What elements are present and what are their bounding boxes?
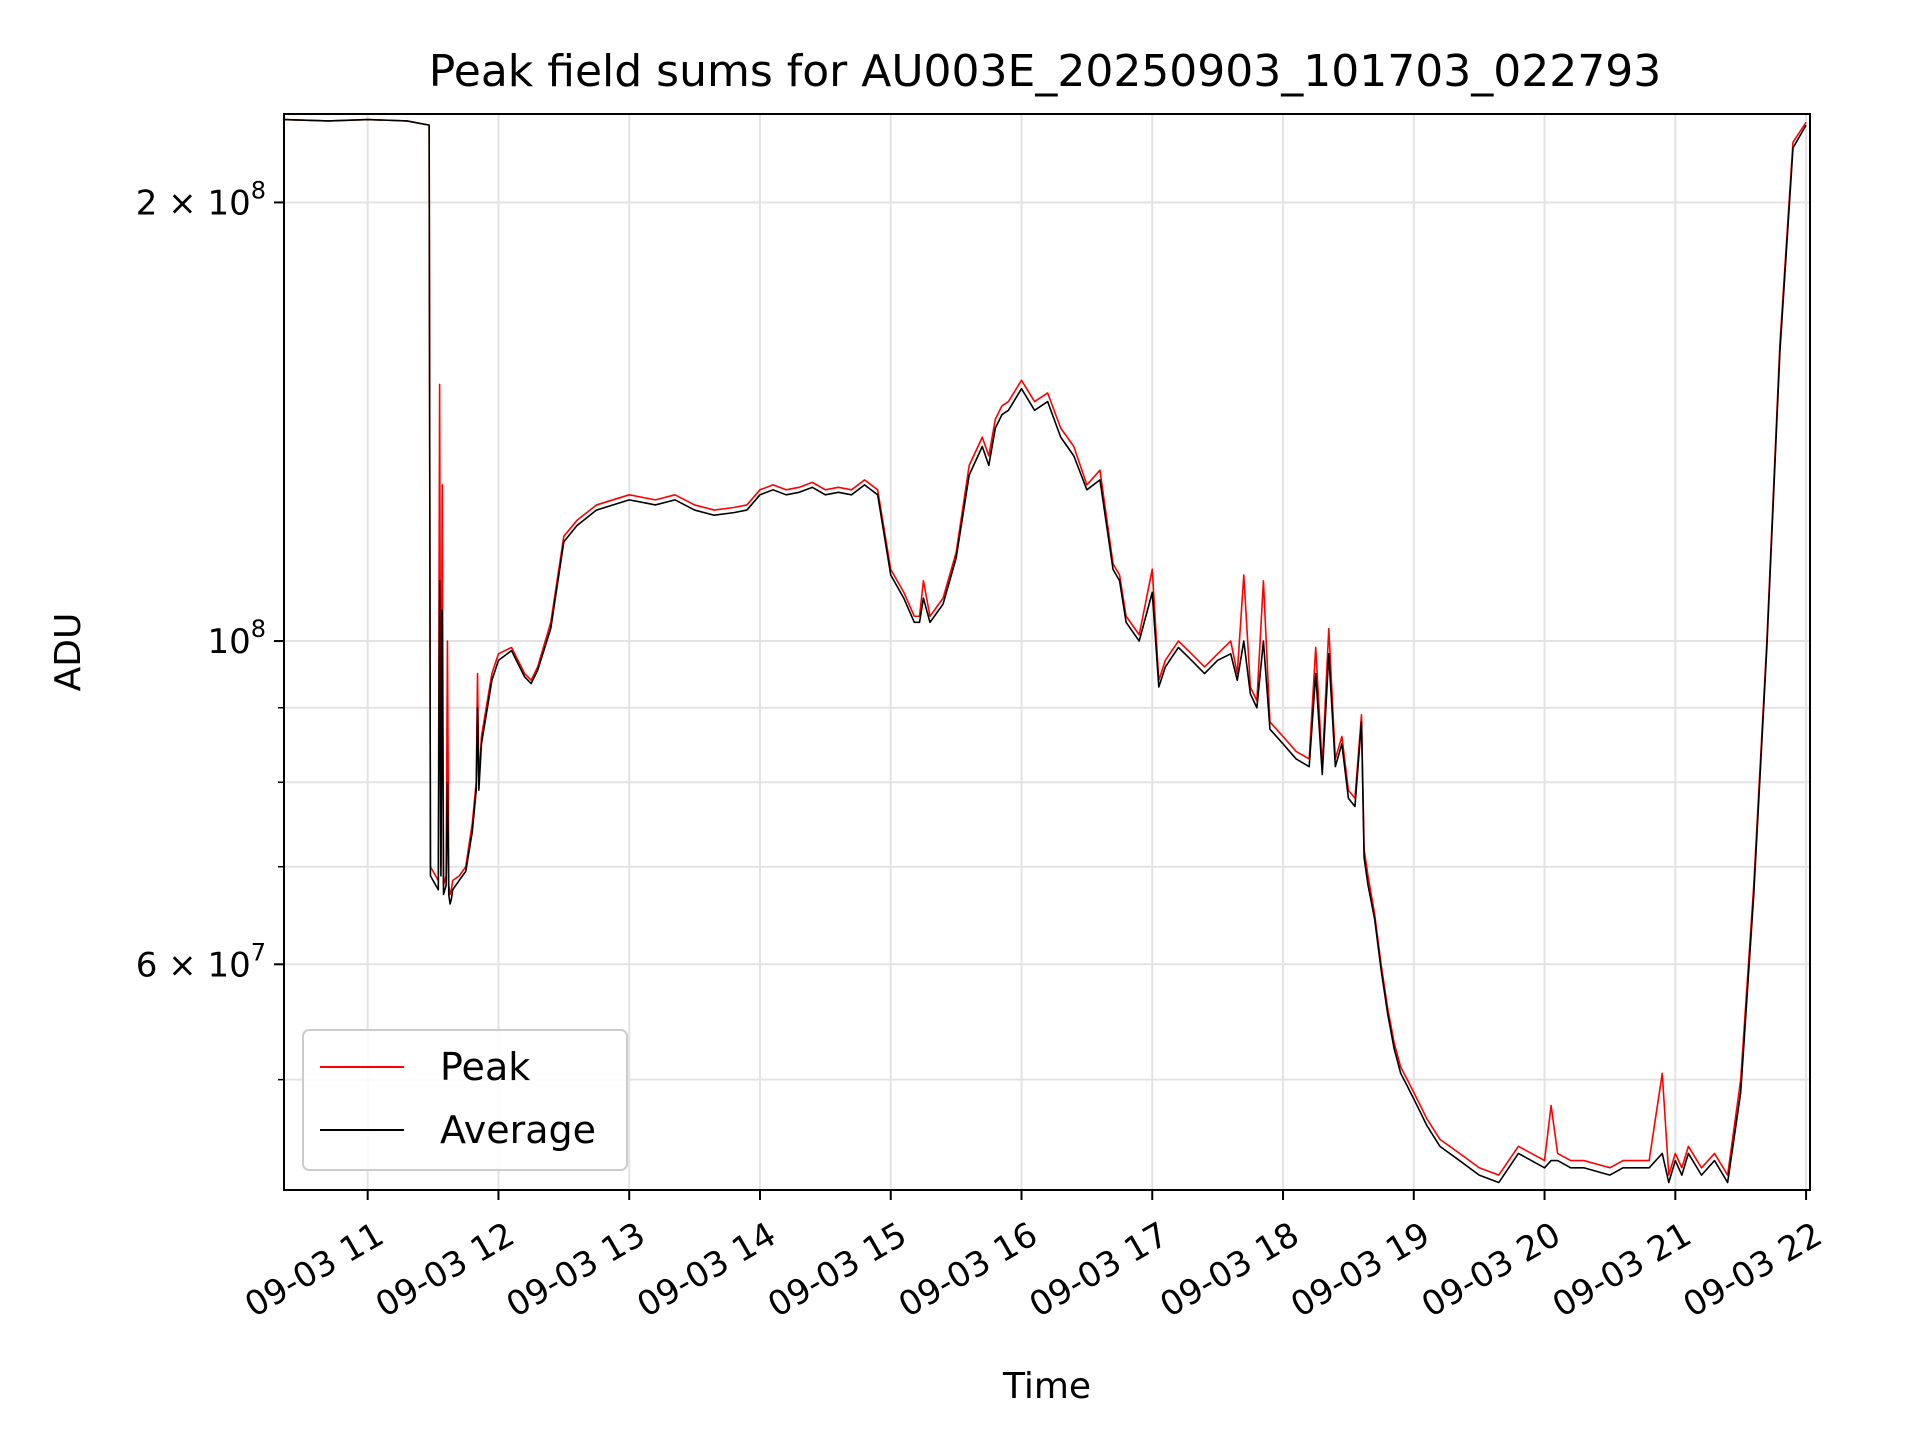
y-axis-ticks: 2 × 108 108 6 × 107 [136,176,284,1081]
grid [284,114,1810,1190]
legend-box [302,1029,628,1171]
y-tick-label: 2 × 108 [136,176,266,223]
legend-label-peak: Peak [440,1045,530,1089]
legend-label-average: Average [440,1108,596,1152]
plot-lines [284,118,1807,1184]
x-axis-label: Time [1002,1366,1091,1407]
series-line-average [284,118,1807,1184]
y-tick-label: 108 [207,615,266,662]
y-axis-label: ADU [48,613,89,692]
chart-title: Peak field sums for AU003E_20250903_1017… [429,46,1661,97]
plot-frame [283,113,1811,1191]
legend: Peak Average [302,1029,628,1171]
y-tick-label: 6 × 107 [136,938,266,985]
